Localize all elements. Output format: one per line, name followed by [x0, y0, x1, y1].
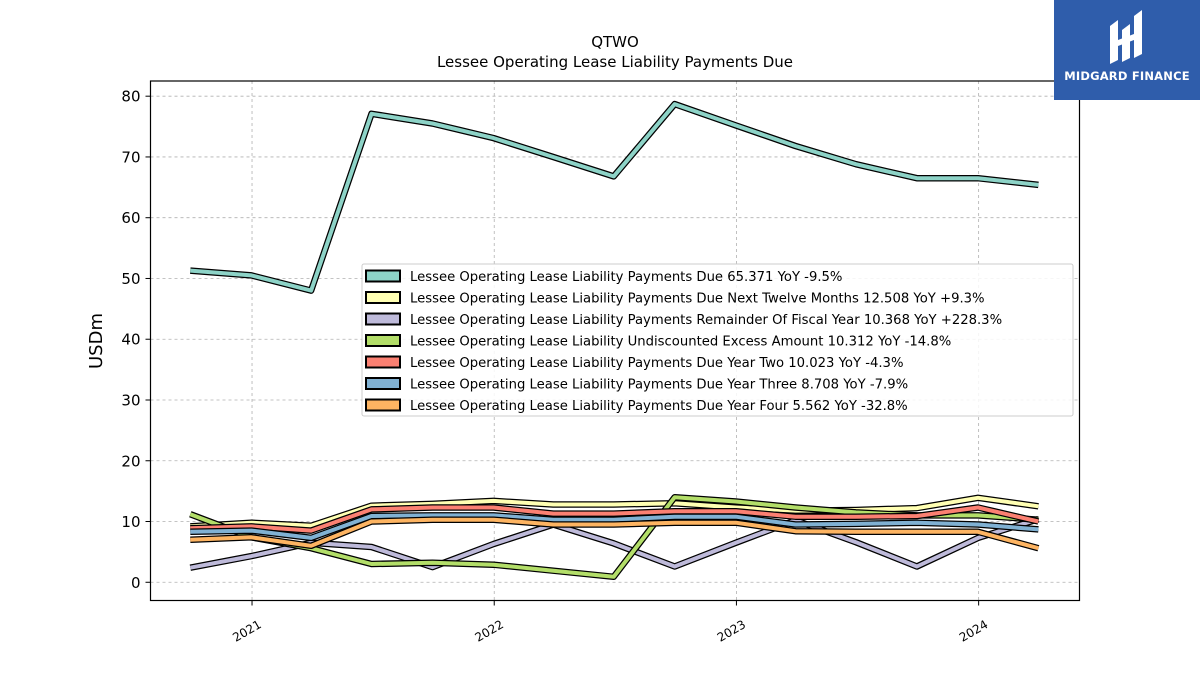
y-tick-label: 10 — [121, 513, 140, 531]
series-line — [190, 102, 1039, 293]
series-line — [190, 505, 1039, 533]
legend-swatch — [365, 334, 401, 347]
legend-label: Lessee Operating Lease Liability Payment… — [410, 292, 985, 307]
legend-swatch — [365, 312, 401, 326]
series-line — [190, 517, 1039, 551]
legend-label: Lessee Operating Lease Liability Payment… — [410, 378, 908, 393]
series-line — [189, 517, 1039, 570]
legend-label: Lessee Operating Lease Liability Undisco… — [410, 335, 951, 350]
brand-logo: MIDGARD FINANCE — [1054, 0, 1200, 100]
logo-mark-icon — [1110, 10, 1142, 64]
legend-swatch — [365, 398, 401, 412]
legend-swatch — [365, 377, 401, 390]
y-tick-label: 50 — [121, 270, 140, 288]
y-tick-label: 20 — [121, 452, 140, 470]
y-tick-label: 40 — [121, 331, 140, 349]
legend-swatch — [365, 355, 401, 369]
legend: Lessee Operating Lease Liability Payment… — [361, 263, 1074, 417]
plot-frame — [149, 80, 1081, 602]
chart-title: QTWO — [591, 33, 639, 51]
x-tick-label: 2021 — [230, 617, 263, 644]
y-tick-label: 80 — [121, 88, 140, 106]
y-tick-label: 30 — [121, 391, 140, 409]
legend-label: Lessee Operating Lease Liability Payment… — [410, 270, 842, 285]
brand-name: MIDGARD FINANCE — [1064, 69, 1190, 83]
legend-swatch — [365, 291, 401, 304]
chart-subtitle: Lessee Operating Lease Liability Payment… — [437, 53, 793, 71]
legend-swatch — [365, 269, 401, 283]
series-line — [190, 495, 1039, 529]
legend-label: Lessee Operating Lease Liability Payment… — [410, 399, 908, 414]
series-line — [190, 513, 1039, 540]
x-tick-label: 2024 — [957, 617, 990, 644]
y-tick-label: 60 — [121, 209, 140, 227]
y-tick-label: 0 — [131, 574, 141, 592]
series-lines — [189, 100, 1040, 581]
x-tick-label: 2022 — [473, 617, 506, 644]
legend-label: Lessee Operating Lease Liability Payment… — [410, 313, 1002, 328]
y-tick-label: 70 — [121, 148, 140, 166]
series-line-outline — [190, 100, 1039, 294]
x-tick-label: 2023 — [715, 617, 748, 644]
y-axis-label: USDm — [86, 313, 107, 369]
legend-frame — [361, 263, 1074, 417]
legend-label: Lessee Operating Lease Liability Payment… — [410, 356, 903, 371]
